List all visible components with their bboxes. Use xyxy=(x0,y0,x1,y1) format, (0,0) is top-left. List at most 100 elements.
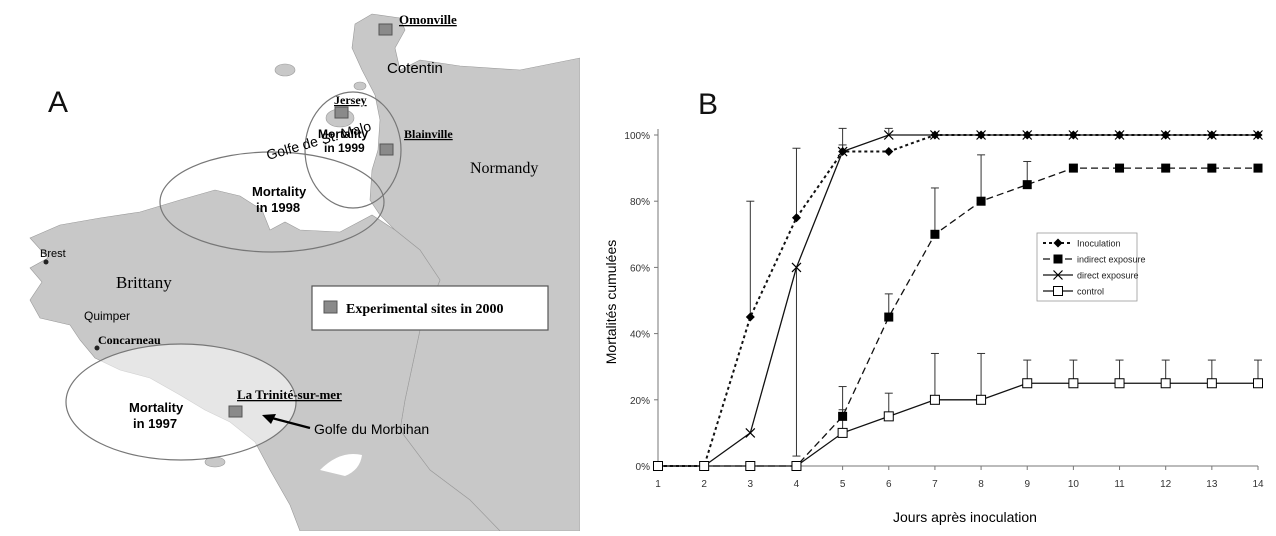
y-tick-label: 40% xyxy=(630,330,650,341)
open-square-marker xyxy=(929,394,940,405)
arrow-line xyxy=(267,415,311,430)
brittany-land xyxy=(29,189,501,532)
square-marker xyxy=(1022,180,1032,190)
mortality-1998-ellipse xyxy=(159,151,385,253)
site-marker-omonville xyxy=(378,23,393,36)
bay-detail xyxy=(320,454,362,476)
label-blainville: Blainville xyxy=(404,127,453,141)
series-markers xyxy=(653,130,1263,471)
label-brest: Brest xyxy=(40,248,66,260)
y-tick-label: 60% xyxy=(630,263,650,274)
x-tick-label: 6 xyxy=(886,479,892,490)
x-marker xyxy=(791,262,802,273)
x-marker xyxy=(929,130,940,140)
diamond-marker xyxy=(1053,238,1063,248)
label-la-trinite: La Trinité-sur-mer xyxy=(237,387,342,402)
square-marker xyxy=(1053,254,1063,264)
square-marker xyxy=(1115,163,1125,173)
site-marker-jersey xyxy=(334,106,349,119)
y-tick-label: 80% xyxy=(630,197,650,208)
square-marker xyxy=(838,411,848,421)
site-marker-blainville xyxy=(379,143,394,156)
chart-axes: 0%20%40%60%80%100%1 2 3 4 5 6 7 8 9 10 11 12 13 14 xyxy=(624,129,1264,490)
square-marker xyxy=(884,312,894,322)
x-marker xyxy=(1114,130,1125,140)
open-square-marker xyxy=(1206,378,1217,389)
y-tick-label: 100% xyxy=(624,131,650,142)
map-legend-box xyxy=(311,285,549,331)
y-axis-label: Mortalités cumulées xyxy=(603,240,619,365)
site-marker-la-trinite xyxy=(228,405,243,418)
series-line xyxy=(658,134,1258,467)
label-mortality-1998-a: Mortality xyxy=(252,184,307,199)
sark-island xyxy=(353,81,367,91)
x-marker xyxy=(1053,270,1063,280)
label-golfe-morbihan: Golfe du Morbihan xyxy=(314,421,429,437)
x-tick-label: 8 xyxy=(978,479,984,490)
diamond-marker xyxy=(884,147,894,157)
x-tick-label: 12 xyxy=(1160,479,1172,490)
open-square-marker xyxy=(1253,378,1263,389)
open-square-marker xyxy=(837,427,848,438)
label-mortality-1997-b: in 1997 xyxy=(133,416,177,431)
legend-label: direct exposure xyxy=(1077,271,1139,281)
open-square-marker xyxy=(791,461,802,471)
brest-dot xyxy=(43,259,49,265)
x-tick-label: 1 xyxy=(655,479,661,490)
x-tick-label: 3 xyxy=(748,479,754,490)
open-square-marker xyxy=(976,394,987,405)
open-square-marker xyxy=(745,461,756,471)
series-lines xyxy=(658,134,1258,467)
open-square-marker xyxy=(1114,378,1125,389)
label-normandy: Normandy xyxy=(470,160,538,177)
legend-label: indirect exposure xyxy=(1077,255,1146,265)
square-marker xyxy=(1253,163,1263,173)
x-tick-label: 11 xyxy=(1114,479,1125,490)
x-marker xyxy=(976,130,987,140)
x-marker xyxy=(745,427,756,438)
open-square-marker xyxy=(1068,378,1079,389)
series-line xyxy=(658,382,1258,467)
land-masses xyxy=(29,13,581,532)
y-tick-label: 20% xyxy=(630,396,650,407)
open-square-marker xyxy=(653,461,663,471)
label-omonville: Omonville xyxy=(399,12,457,27)
square-marker xyxy=(1207,163,1217,173)
x-tick-label: 13 xyxy=(1206,479,1218,490)
open-square-marker xyxy=(699,461,710,471)
label-jersey: Jersey xyxy=(334,93,367,107)
square-marker xyxy=(976,196,986,206)
x-tick-label: 10 xyxy=(1068,479,1080,490)
label-brittany: Brittany xyxy=(116,273,172,292)
y-tick-label: 0% xyxy=(636,462,651,473)
open-square-marker xyxy=(1022,378,1033,389)
square-marker xyxy=(1068,163,1078,173)
open-square-marker xyxy=(1053,286,1063,296)
diamond-marker xyxy=(791,213,801,223)
x-marker xyxy=(883,130,894,140)
x-tick-label: 4 xyxy=(794,479,800,490)
x-axis-label: Jours après inoculation xyxy=(893,509,1037,525)
map-legend-marker xyxy=(323,300,338,314)
mortality-1999-ellipse xyxy=(304,91,402,209)
mortality-1997-ellipse xyxy=(65,343,297,461)
open-square-marker xyxy=(883,411,894,422)
x-marker xyxy=(1022,130,1033,140)
chart-svg: 0%20%40%60%80%100%1 2 3 4 5 6 7 8 9 10 11 12 13 14 In… xyxy=(603,127,1264,525)
x-marker xyxy=(1160,130,1171,140)
panel-letter-b: B xyxy=(698,88,719,121)
x-tick-label: 9 xyxy=(1024,479,1030,490)
guernsey-island xyxy=(274,63,296,77)
x-marker xyxy=(837,146,848,157)
label-quimper: Quimper xyxy=(84,309,130,323)
map-legend-text: Experimental sites in 2000 xyxy=(346,302,504,317)
chart-panel: B 0% 20% 40% 60% 80% 100% 1 2 3 4 5 6 7 8 9 10 11 12 13 14 … xyxy=(580,0,1276,531)
label-mortality-1997-a: Mortality xyxy=(129,400,184,415)
x-tick-label: 2 xyxy=(701,479,707,490)
map-svg: Omonville Cotentin Jersey Blainville Nor… xyxy=(0,0,581,532)
concarneau-dot xyxy=(94,345,100,351)
legend-label: Inoculation xyxy=(1077,239,1121,249)
x-tick-label: 14 xyxy=(1252,479,1264,490)
label-cotentin: Cotentin xyxy=(387,60,443,77)
label-mortality-1999-b: in 1999 xyxy=(324,141,365,155)
